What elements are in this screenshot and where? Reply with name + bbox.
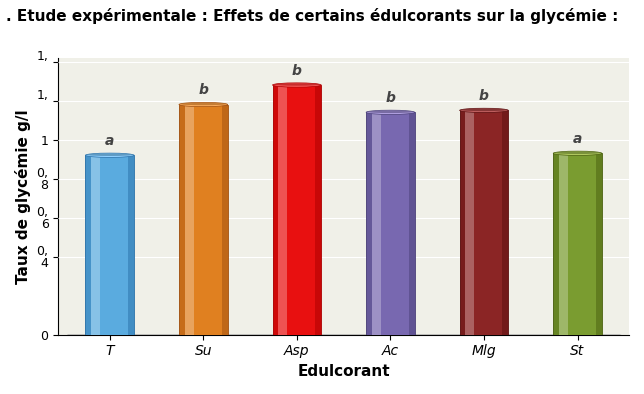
Polygon shape [68, 335, 640, 341]
Bar [366, 112, 415, 335]
Text: b: b [479, 89, 489, 103]
Ellipse shape [553, 151, 602, 155]
Ellipse shape [179, 102, 227, 107]
Ellipse shape [180, 103, 227, 105]
Ellipse shape [460, 108, 508, 113]
Ellipse shape [87, 154, 133, 156]
Bar [179, 104, 227, 335]
Ellipse shape [554, 152, 601, 154]
Ellipse shape [86, 153, 134, 157]
Bar [502, 110, 508, 335]
Bar [128, 155, 134, 335]
Bar [409, 112, 415, 335]
Bar [596, 153, 602, 335]
Ellipse shape [272, 83, 321, 87]
Ellipse shape [461, 109, 507, 111]
Bar [86, 155, 134, 335]
Y-axis label: Taux de glycémie g/l: Taux de glycémie g/l [15, 109, 31, 284]
Bar [278, 85, 287, 335]
Bar [553, 153, 602, 335]
Text: a: a [573, 132, 582, 146]
Bar [91, 155, 100, 335]
Ellipse shape [367, 111, 413, 113]
Bar [460, 110, 466, 335]
Bar [372, 112, 381, 335]
Text: b: b [292, 63, 302, 78]
Bar [185, 104, 194, 335]
Bar [179, 104, 185, 335]
Bar [466, 110, 474, 335]
Bar [222, 104, 227, 335]
Bar [460, 110, 508, 335]
Bar [272, 85, 278, 335]
Text: b: b [198, 83, 208, 97]
Text: b: b [386, 91, 395, 105]
Ellipse shape [366, 110, 415, 115]
Bar [559, 153, 568, 335]
X-axis label: Edulcorant: Edulcorant [298, 364, 390, 379]
Bar [272, 85, 321, 335]
Ellipse shape [274, 84, 320, 86]
Bar [86, 155, 91, 335]
Text: a: a [105, 134, 115, 148]
Bar [553, 153, 559, 335]
Text: . Etude expérimentale : Effets de certains édulcorants sur la glycémie :: . Etude expérimentale : Effets de certai… [6, 8, 619, 24]
Bar [366, 112, 372, 335]
Bar [316, 85, 321, 335]
